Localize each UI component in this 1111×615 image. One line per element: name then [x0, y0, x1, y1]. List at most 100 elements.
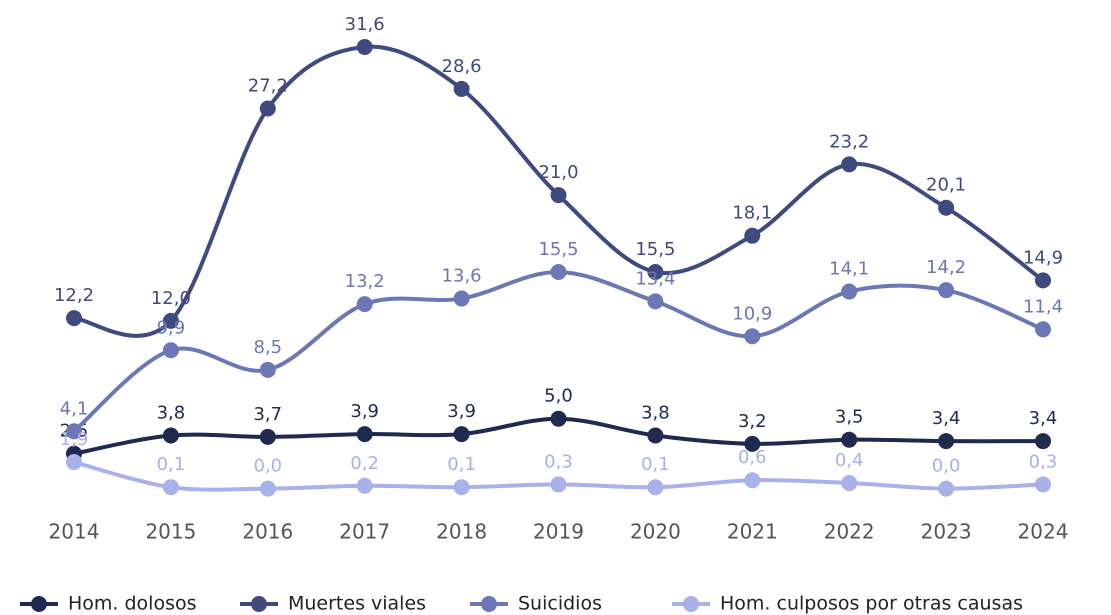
legend-label: Hom. dolosos: [68, 593, 197, 615]
x-tick-label: 2019: [533, 520, 584, 544]
data-point: [453, 80, 470, 97]
data-label: 21,0: [538, 162, 578, 183]
data-point: [66, 454, 82, 471]
data-point: [162, 479, 179, 496]
data-point: [356, 296, 373, 313]
data-label: 18,1: [732, 203, 772, 224]
data-point: [938, 433, 955, 450]
data-label: 10,9: [732, 303, 772, 324]
data-label: 0,1: [157, 454, 186, 475]
data-label: 12,2: [54, 285, 94, 306]
data-label: 5,0: [544, 386, 573, 407]
data-label: 3,9: [447, 401, 476, 422]
data-label: 13,6: [442, 266, 482, 287]
data-label: 13,2: [345, 271, 385, 292]
data-point: [259, 480, 276, 497]
data-label: 11,4: [1023, 296, 1063, 317]
x-tick-label: 2016: [242, 520, 293, 544]
data-label: 3,8: [641, 402, 670, 423]
data-label: 12,0: [151, 288, 191, 309]
data-label: 20,1: [926, 175, 966, 196]
data-point: [1035, 272, 1051, 289]
data-label: 0,1: [641, 454, 670, 475]
data-label: 3,2: [738, 411, 767, 432]
data-point: [841, 156, 858, 173]
data-point: [841, 475, 858, 492]
data-point: [550, 410, 567, 427]
data-label: 3,8: [157, 402, 186, 423]
series-line: [73, 44, 1045, 338]
data-point: [259, 100, 276, 117]
data-label: 1,9: [60, 429, 89, 450]
data-point: [744, 435, 761, 452]
data-point: [938, 480, 955, 497]
data-point: [259, 428, 276, 445]
data-label: 13,4: [635, 268, 675, 289]
data-point: [1035, 321, 1051, 338]
legend-marker: [31, 596, 47, 612]
data-point: [66, 310, 82, 327]
data-label: 9,9: [157, 317, 186, 338]
data-label: 4,1: [60, 398, 89, 419]
data-point: [259, 361, 276, 378]
data-point: [356, 477, 373, 494]
data-label: 14,9: [1023, 247, 1063, 268]
data-label: 3,9: [350, 401, 379, 422]
data-point: [647, 293, 664, 310]
x-tick-label: 2022: [824, 520, 875, 544]
data-point: [647, 427, 664, 444]
data-label: 15,5: [635, 239, 675, 260]
x-tick-label: 2014: [49, 520, 100, 544]
data-point: [647, 263, 664, 280]
data-label: 14,1: [829, 259, 869, 280]
legend-label: Suicidios: [518, 593, 602, 615]
data-point: [938, 199, 955, 216]
series-line: [72, 269, 1044, 433]
data-point: [162, 427, 179, 444]
legend-label: Hom. culposos por otras causas: [720, 593, 1023, 615]
data-point: [162, 312, 179, 329]
data-label: 31,6: [345, 14, 385, 35]
data-point: [1035, 476, 1051, 493]
data-label: 15,5: [538, 239, 578, 260]
data-point: [841, 431, 858, 448]
data-label: 0,3: [544, 451, 573, 472]
data-label: 23,2: [829, 131, 869, 152]
data-label: 28,6: [442, 56, 482, 77]
data-label: 27,2: [248, 75, 288, 96]
data-point: [356, 426, 373, 443]
legend-marker: [251, 596, 267, 612]
data-point: [647, 479, 664, 496]
legend-marker: [683, 596, 699, 612]
legend-label: Muertes viales: [288, 593, 426, 615]
data-label: 0,0: [932, 456, 961, 477]
data-point: [453, 290, 470, 307]
data-label: 3,5: [835, 407, 864, 428]
x-tick-label: 2024: [1018, 520, 1069, 544]
data-label: 0,6: [738, 447, 767, 468]
data-point: [550, 476, 567, 493]
data-point: [453, 479, 470, 496]
data-point: [744, 472, 761, 489]
data-point: [841, 283, 858, 300]
data-label: 0,1: [447, 454, 476, 475]
data-label: 3,4: [932, 408, 961, 429]
data-point: [356, 39, 373, 55]
data-point: [550, 263, 567, 280]
data-point: [162, 342, 179, 359]
data-point: [938, 282, 955, 299]
x-tick-label: 2018: [436, 520, 487, 544]
data-point: [550, 187, 567, 204]
x-tick-label: 2017: [339, 520, 390, 544]
data-label: 14,2: [926, 257, 966, 278]
data-label: 0,4: [835, 450, 864, 471]
data-point: [744, 328, 761, 345]
data-point: [1035, 433, 1051, 450]
data-label: 8,5: [253, 337, 282, 358]
x-tick-label: 2023: [921, 520, 972, 544]
data-point: [66, 423, 82, 440]
data-label: 0,0: [253, 456, 282, 477]
data-label: 0,3: [1029, 451, 1058, 472]
data-label: 3,4: [1029, 408, 1058, 429]
